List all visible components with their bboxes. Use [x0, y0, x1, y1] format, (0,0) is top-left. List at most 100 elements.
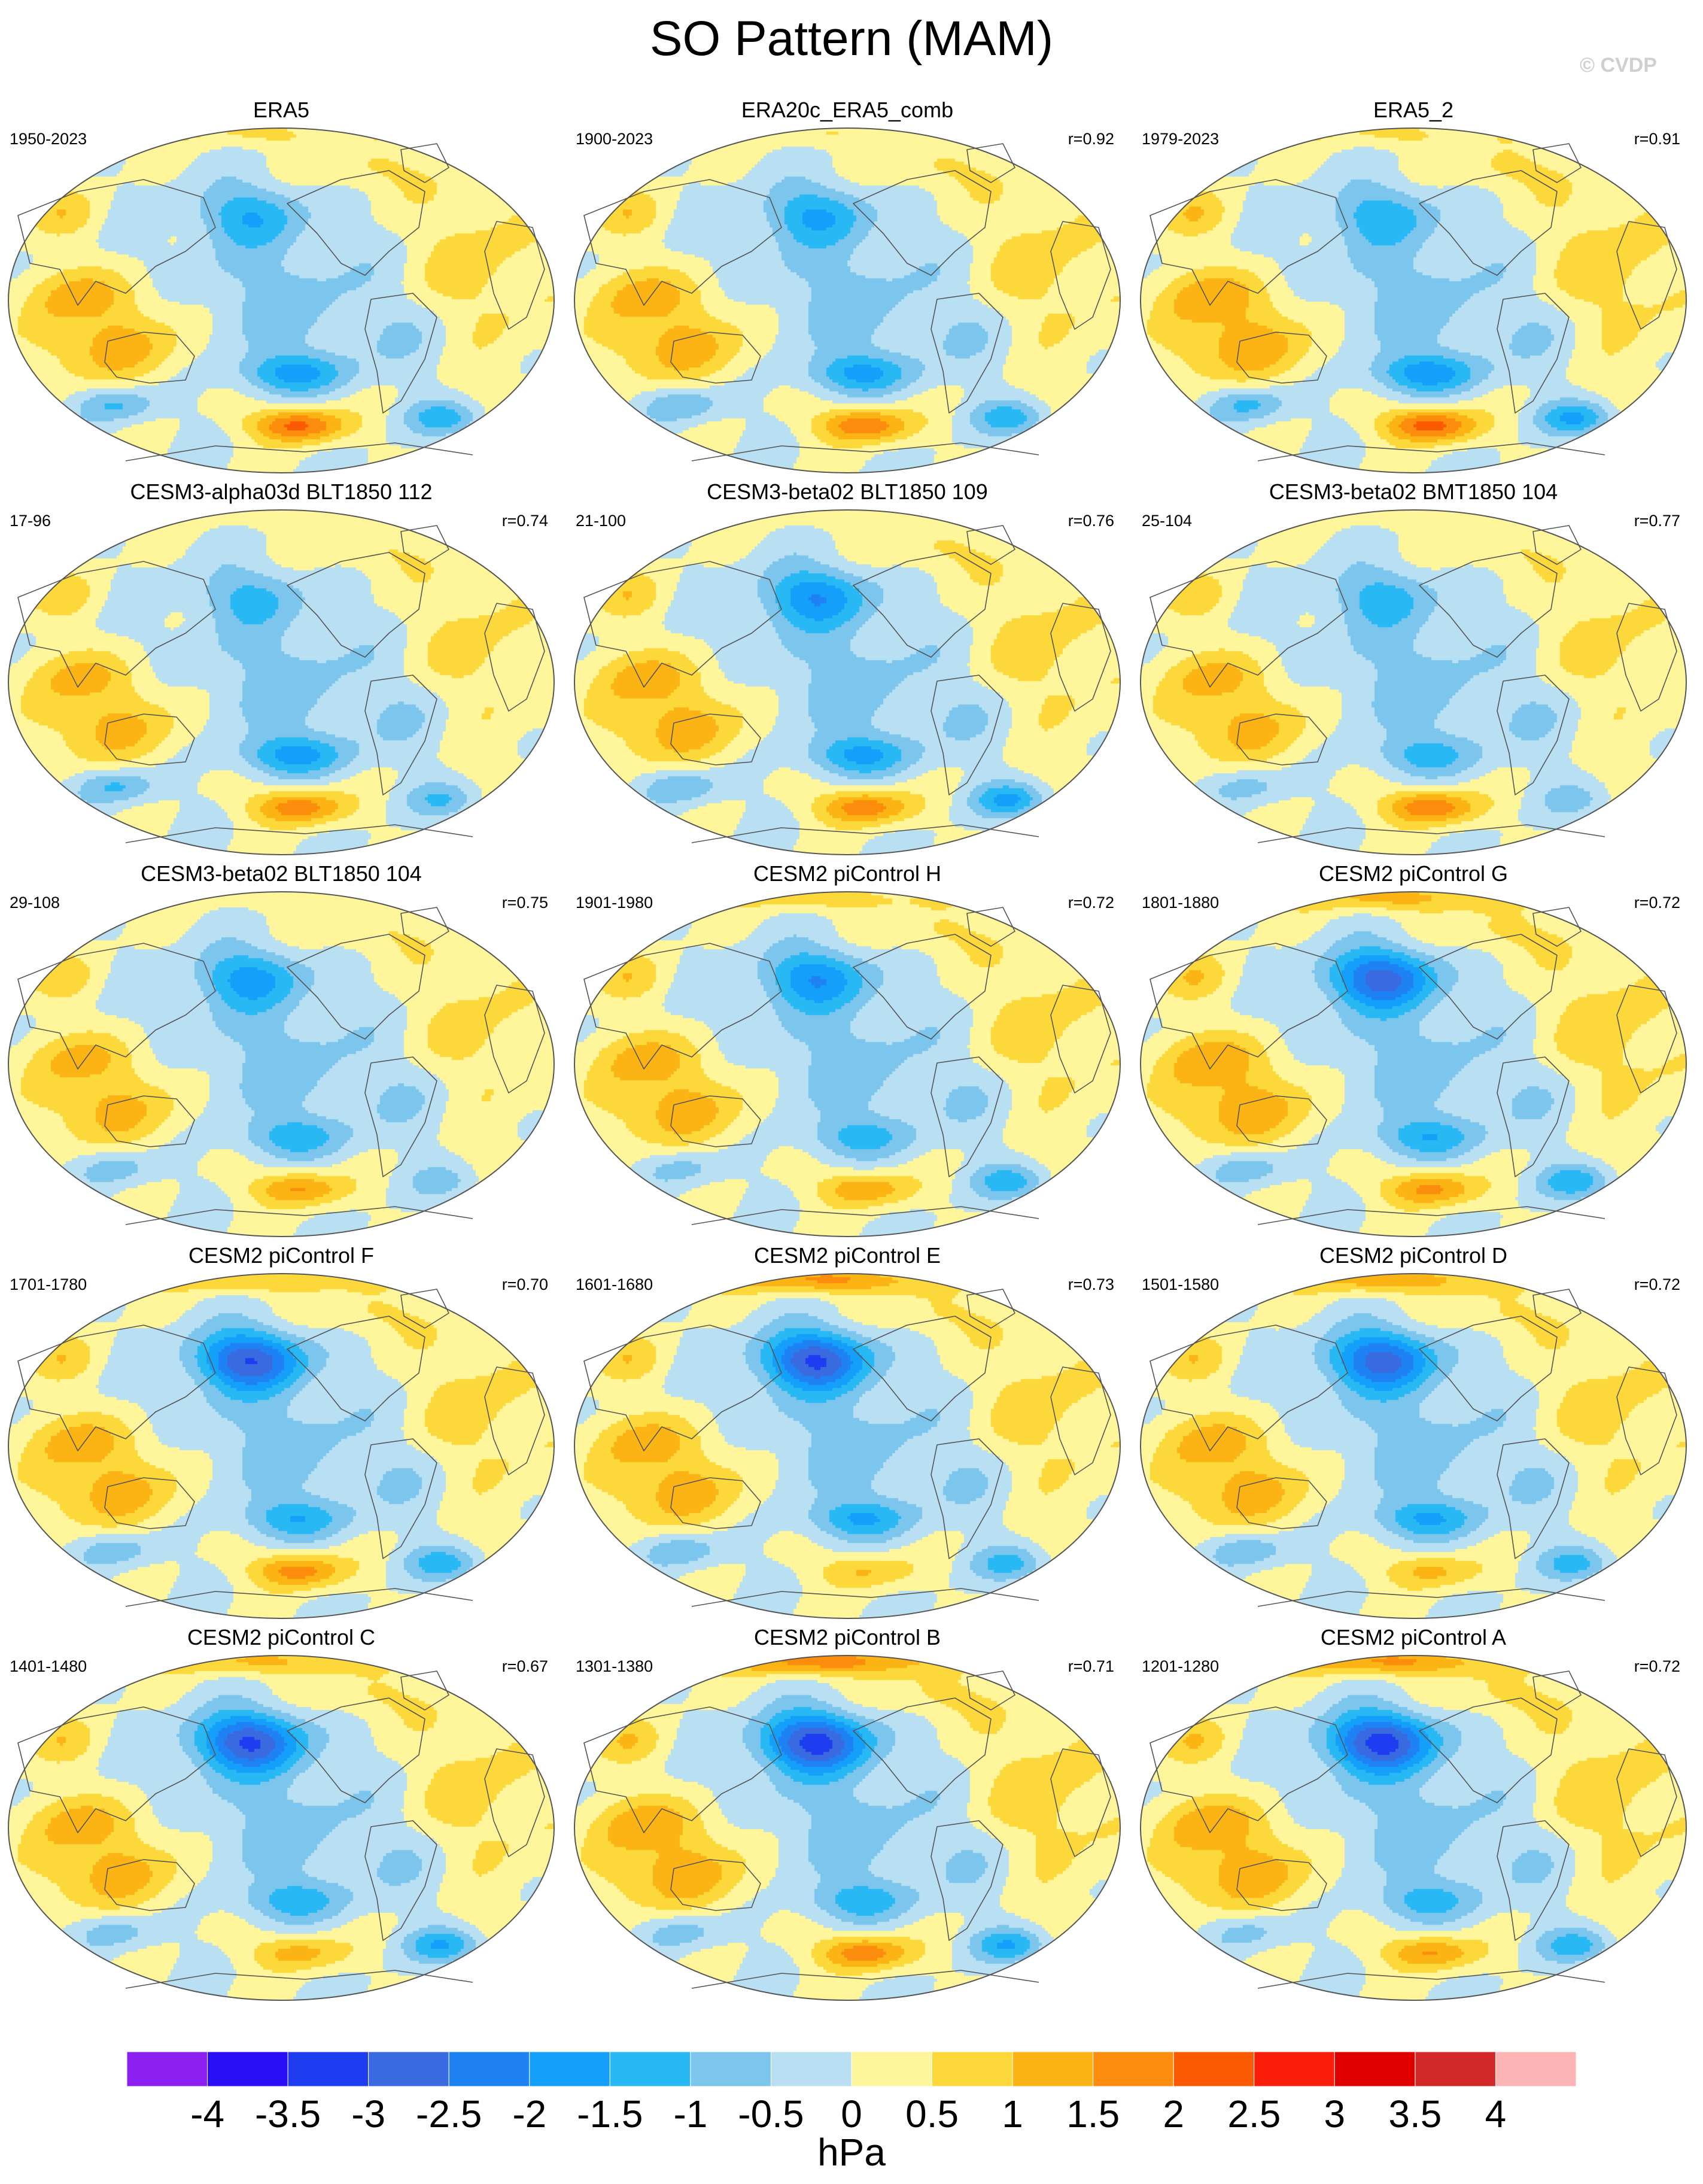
colorbar-tick-label: 4	[1485, 2092, 1507, 2136]
colorbar-units: hPa	[817, 2131, 886, 2174]
coastline	[125, 1588, 473, 1607]
coastline	[853, 1316, 992, 1421]
coastline-overlay	[8, 1273, 555, 1619]
coastline	[1236, 332, 1327, 384]
coastline	[287, 552, 425, 658]
coastline	[853, 1697, 992, 1803]
coastline	[1419, 934, 1558, 1040]
colorbar-tick-label: -1	[673, 2092, 708, 2136]
slp-contour-map	[6, 126, 556, 475]
coastline	[1050, 1366, 1111, 1475]
coastline	[1419, 170, 1558, 276]
coastline	[104, 1095, 195, 1147]
coastline	[1532, 525, 1582, 565]
map-panel: CESM2 piControl G1801-1880r=0.72	[1132, 861, 1695, 1244]
coastline	[1497, 1820, 1570, 1941]
coastline	[1532, 1670, 1582, 1711]
coastline	[583, 561, 782, 688]
colorbar-swatch	[1334, 2052, 1416, 2086]
colorbar-tick-label: -2	[512, 2092, 547, 2136]
coastline	[583, 1706, 782, 1833]
coastline	[364, 1056, 437, 1177]
coastline-overlay	[1140, 1655, 1687, 2001]
coastline	[484, 1366, 545, 1475]
colorbar-swatch	[127, 2052, 208, 2086]
coastline	[1236, 1095, 1327, 1147]
colorbar-swatch	[1093, 2052, 1174, 2086]
colorbar-labels: -4 -3.5 -3 -2.5 -2 -1.5 -1 -0.5 0 0.5 1 1.5 2 2.5 3 3.5…	[127, 2090, 1576, 2138]
colorbar-tick-label: -3.5	[254, 2092, 321, 2136]
slp-contour-map	[1138, 126, 1689, 475]
panel-title: ERA5	[253, 98, 310, 122]
coastline	[1149, 943, 1348, 1070]
map-panel: CESM2 piControl C1401-1480r=0.67	[0, 1624, 562, 2007]
panel-title: CESM2 piControl C	[187, 1625, 376, 1650]
coastline	[1149, 1706, 1348, 1833]
coastline-overlay	[574, 1273, 1121, 1619]
coastline	[17, 943, 216, 1070]
map-panel: CESM2 piControl A1201-1280r=0.72	[1132, 1624, 1695, 2007]
panel-title: CESM3-beta02 BMT1850 104	[1269, 479, 1558, 504]
coastline-overlay	[1140, 891, 1687, 1237]
slp-contour-map	[6, 889, 556, 1239]
coastline	[670, 332, 761, 384]
coastline	[1236, 713, 1327, 766]
colorbar-swatch	[1012, 2052, 1094, 2086]
coastline	[1050, 1748, 1111, 1857]
coastline	[670, 1477, 761, 1529]
map-panel: CESM2 piControl D1501-1580r=0.72	[1132, 1243, 1695, 1626]
coastline	[1050, 221, 1111, 330]
coastline	[670, 713, 761, 766]
coastline	[966, 525, 1015, 565]
coastline	[1497, 675, 1570, 795]
colorbar-swatch	[1173, 2052, 1255, 2086]
coastline	[400, 1289, 449, 1329]
coastline	[364, 675, 437, 795]
coastline	[691, 1588, 1039, 1607]
coastline	[930, 1056, 1003, 1177]
map-panel: CESM3-beta02 BLT1850 10921-100r=0.76	[566, 479, 1129, 862]
coastline	[400, 525, 449, 565]
coastline	[1236, 1477, 1327, 1529]
slp-contour-map	[6, 1271, 556, 1621]
coastline	[691, 1970, 1039, 1989]
coastline	[691, 1206, 1039, 1225]
coastline	[583, 1325, 782, 1451]
colorbar-swatch	[690, 2052, 771, 2086]
coastline	[1419, 1697, 1558, 1803]
coastline	[1419, 552, 1558, 658]
panel-title: CESM3-alpha03d BLT1850 112	[130, 479, 433, 504]
colorbar-swatch	[287, 2052, 369, 2086]
colorbar-swatch	[1415, 2052, 1496, 2086]
map-border	[1140, 1273, 1687, 1619]
map-border	[574, 1273, 1121, 1619]
coastline	[1616, 1748, 1677, 1857]
coastline	[104, 332, 195, 384]
colorbar-tick-label: 1.5	[1066, 2092, 1120, 2136]
coastline	[17, 1325, 216, 1451]
watermark: © CVDP	[1580, 54, 1657, 77]
coastline-overlay	[8, 127, 555, 473]
coastline	[966, 907, 1015, 947]
coastline	[104, 1859, 195, 1911]
coastline-overlay	[8, 509, 555, 855]
coastline	[364, 1438, 437, 1559]
coastline-overlay	[1140, 127, 1687, 473]
coastline-overlay	[574, 891, 1121, 1237]
panel-title: CESM2 piControl F	[188, 1243, 375, 1268]
map-panel: ERA51950-2023	[0, 97, 562, 480]
panel-title: CESM3-beta02 BLT1850 104	[141, 861, 422, 886]
colorbar	[127, 2052, 1576, 2086]
coastline	[1257, 824, 1605, 843]
coastline	[400, 907, 449, 947]
slp-contour-map	[1138, 1271, 1689, 1621]
coastline	[1497, 1056, 1570, 1177]
colorbar-swatch	[851, 2052, 933, 2086]
panel-title: CESM2 piControl B	[753, 1625, 941, 1650]
coastline	[1149, 1325, 1348, 1451]
coastline-overlay	[8, 1655, 555, 2001]
panel-title: CESM2 piControl H	[753, 861, 942, 886]
colorbar-tick-label: -0.5	[738, 2092, 804, 2136]
map-border	[574, 509, 1121, 855]
coastline	[1616, 603, 1677, 712]
